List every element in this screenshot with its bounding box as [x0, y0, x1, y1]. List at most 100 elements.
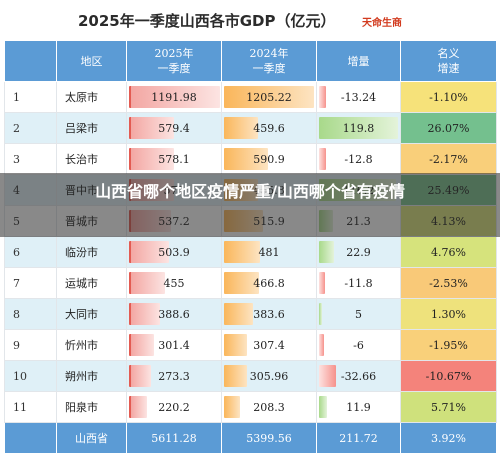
row-index: 8 — [4, 298, 57, 330]
cell-value: 22.9 — [346, 245, 371, 259]
table-row: 2 吕梁市 579.4 459.6 119.8 26.07% — [4, 112, 497, 144]
overlay-caption: 山西省哪个地区疫情严重/山西哪个省有疫情 — [95, 182, 405, 201]
data-bar — [319, 148, 326, 170]
cell-value: 466.8 — [253, 276, 285, 290]
data-bar — [224, 334, 247, 356]
cell-value: 208.3 — [253, 400, 285, 414]
cell-value: 5 — [355, 307, 362, 321]
cell-value: 579.4 — [158, 121, 190, 135]
gdp-2024-cell: 466.8 — [221, 267, 317, 299]
gdp-2024-cell: 481 — [221, 236, 317, 268]
data-bar — [129, 303, 161, 325]
row-region: 大同市 — [56, 298, 127, 330]
cell-value: 220.2 — [158, 400, 190, 414]
increase-cell: -12.8 — [316, 143, 401, 175]
table-row: 11 阳泉市 220.2 208.3 11.9 5.71% — [4, 391, 497, 423]
row-index: 10 — [4, 360, 57, 392]
data-bar — [224, 365, 247, 387]
gdp-2025-cell: 578.1 — [126, 143, 222, 175]
header-region: 地区 — [56, 40, 127, 82]
total-gdp2024: 5399.56 — [221, 422, 317, 454]
data-bar — [319, 396, 327, 418]
cell-value: 273.3 — [158, 369, 190, 383]
row-region: 临汾市 — [56, 236, 127, 268]
cell-value: -12.8 — [344, 152, 373, 166]
bar-track — [319, 272, 398, 294]
table-row: 3 长治市 578.1 590.9 -12.8 -2.17% — [4, 143, 497, 175]
cell-value: -11.8 — [344, 276, 373, 290]
header-index — [4, 40, 57, 82]
increase-cell: -6 — [316, 329, 401, 361]
table-row: 9 忻州市 301.4 307.4 -6 -1.95% — [4, 329, 497, 361]
row-index: 6 — [4, 236, 57, 268]
increase-cell: -11.8 — [316, 267, 401, 299]
data-bar — [224, 117, 259, 139]
bar-track — [129, 148, 219, 170]
row-region: 太原市 — [56, 81, 127, 113]
gdp-2025-cell: 301.4 — [126, 329, 222, 361]
gdp-2025-cell: 220.2 — [126, 391, 222, 423]
cell-value: 590.9 — [253, 152, 285, 166]
bar-track — [224, 241, 314, 263]
bar-track — [129, 272, 219, 294]
table-body: 1 太原市 1191.98 1205.22 -13.24 -1.10% 2 吕梁市 579.4 4… — [4, 81, 497, 454]
data-bar — [224, 396, 240, 418]
data-bar — [129, 396, 148, 418]
data-bar — [224, 303, 253, 325]
gdp-2025-cell: 503.9 — [126, 236, 222, 268]
bar-track — [129, 334, 219, 356]
data-bar — [129, 365, 152, 387]
brand-logo: 天命生商 — [362, 18, 402, 29]
bar-track — [319, 334, 398, 356]
increase-cell: 5 — [316, 298, 401, 330]
growth-cell: 1.30% — [400, 298, 497, 330]
growth-cell: -2.53% — [400, 267, 497, 299]
bar-track — [319, 86, 398, 108]
table-row: 8 大同市 388.6 383.6 5 1.30% — [4, 298, 497, 330]
bar-track — [129, 396, 219, 418]
caption-overlay: 山西省哪个地区疫情严重/山西哪个省有疫情 — [0, 173, 500, 237]
table-row: 1 太原市 1191.98 1205.22 -13.24 -1.10% — [4, 81, 497, 113]
row-region: 阳泉市 — [56, 391, 127, 423]
gdp-2025-cell: 579.4 — [126, 112, 222, 144]
data-bar — [129, 86, 220, 108]
total-index — [4, 422, 57, 454]
data-bar — [224, 148, 269, 170]
data-bar — [129, 117, 175, 139]
data-bar — [319, 365, 337, 387]
bar-track — [319, 241, 398, 263]
data-bar — [224, 86, 314, 108]
cell-value: 481 — [258, 245, 280, 259]
header-gdp-2024: 2024年 一季度 — [221, 40, 317, 82]
total-growth: 3.92% — [400, 422, 497, 454]
row-region: 长治市 — [56, 143, 127, 175]
gdp-2024-cell: 305.96 — [221, 360, 317, 392]
total-row: 山西省 5611.28 5399.56 211.72 3.92% — [4, 422, 497, 454]
cell-value: 503.9 — [158, 245, 190, 259]
gdp-2024-cell: 208.3 — [221, 391, 317, 423]
table-row: 7 运城市 455 466.8 -11.8 -2.53% — [4, 267, 497, 299]
cell-value: 1205.22 — [246, 90, 292, 104]
bar-track — [129, 365, 219, 387]
data-bar — [319, 334, 324, 356]
cell-value: 459.6 — [253, 121, 285, 135]
row-region: 吕梁市 — [56, 112, 127, 144]
bar-track — [129, 303, 219, 325]
row-index: 3 — [4, 143, 57, 175]
bar-track — [319, 148, 398, 170]
total-region: 山西省 — [56, 422, 127, 454]
growth-cell: 26.07% — [400, 112, 497, 144]
table-row: 10 朔州市 273.3 305.96 -32.66 -10.67% — [4, 360, 497, 392]
gdp-2024-cell: 590.9 — [221, 143, 317, 175]
data-bar — [129, 272, 165, 294]
bar-track — [319, 117, 398, 139]
gdp-2025-cell: 455 — [126, 267, 222, 299]
row-index: 1 — [4, 81, 57, 113]
cell-value: 11.9 — [346, 400, 371, 414]
row-index: 9 — [4, 329, 57, 361]
cell-value: 307.4 — [253, 338, 285, 352]
header-growth: 名义 增速 — [400, 40, 497, 82]
bar-track — [224, 396, 314, 418]
bar-track — [224, 334, 314, 356]
gdp-2025-cell: 1191.98 — [126, 81, 222, 113]
